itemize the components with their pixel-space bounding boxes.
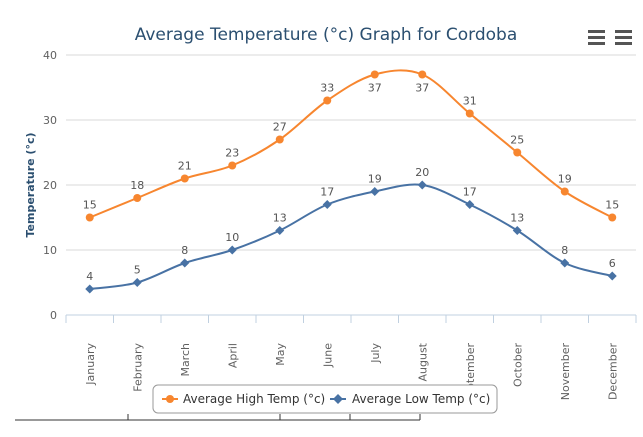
data-point[interactable] bbox=[465, 109, 474, 118]
grid-lines bbox=[66, 54, 636, 251]
data-label: 10 bbox=[225, 231, 239, 244]
data-label: 8 bbox=[181, 244, 188, 257]
x-tick-label: July bbox=[369, 343, 382, 364]
data-point[interactable] bbox=[85, 284, 95, 294]
data-point[interactable] bbox=[323, 96, 332, 105]
data-point[interactable] bbox=[370, 187, 380, 196]
data-point[interactable] bbox=[133, 194, 142, 202]
data-point[interactable] bbox=[370, 70, 379, 79]
legend-item-low[interactable]: Average Low Temp (°c) bbox=[330, 392, 490, 406]
data-point[interactable] bbox=[228, 161, 237, 170]
data-label: 25 bbox=[510, 134, 524, 147]
legend-item-high[interactable]: Average High Temp (°c) bbox=[162, 392, 325, 406]
data-point[interactable] bbox=[512, 226, 522, 235]
data-label: 13 bbox=[510, 212, 524, 225]
data-label: 37 bbox=[415, 82, 429, 95]
bottom-scale-line bbox=[15, 414, 421, 421]
data-point[interactable] bbox=[322, 200, 332, 209]
hamburger-icon[interactable] bbox=[588, 30, 605, 45]
data-label: 17 bbox=[320, 186, 334, 199]
y-axis-label: Temperature (°c) bbox=[24, 132, 37, 237]
data-point[interactable] bbox=[275, 135, 284, 144]
data-label: 6 bbox=[609, 257, 616, 270]
data-label: 18 bbox=[130, 179, 144, 192]
data-point[interactable] bbox=[85, 213, 94, 222]
data-labels: 15 18 21 23 27 33 37 37 31 25 19 15 4 5 8 10 13 17 19 20 17 1… bbox=[83, 82, 620, 284]
data-label: 13 bbox=[273, 212, 287, 225]
data-label: 19 bbox=[558, 173, 572, 186]
data-point[interactable] bbox=[465, 200, 475, 209]
data-label: 23 bbox=[225, 147, 239, 160]
data-point[interactable] bbox=[227, 245, 237, 255]
x-tick-label: April bbox=[226, 343, 239, 368]
data-point[interactable] bbox=[560, 187, 569, 196]
data-point[interactable] bbox=[607, 271, 617, 281]
y-tick-label: 0 bbox=[50, 309, 57, 322]
y-tick-label: 20 bbox=[43, 179, 57, 192]
data-label: 15 bbox=[605, 199, 619, 212]
x-tick-label: June bbox=[321, 343, 334, 368]
data-label: 5 bbox=[134, 264, 141, 277]
legend: Average High Temp (°c) Average Low Temp … bbox=[152, 384, 498, 414]
data-label: 19 bbox=[368, 173, 382, 186]
x-tick-label: August bbox=[416, 342, 429, 381]
data-label: 15 bbox=[83, 199, 97, 212]
data-label: 8 bbox=[561, 244, 568, 257]
data-label: 20 bbox=[415, 166, 429, 179]
x-tick-label: February bbox=[131, 343, 144, 392]
series-group bbox=[85, 69, 617, 294]
data-point[interactable] bbox=[180, 174, 189, 183]
legend-label-high: Average High Temp (°c) bbox=[183, 392, 325, 406]
diamond-marker-icon bbox=[333, 394, 343, 404]
x-tick-label: December bbox=[606, 343, 619, 401]
data-point[interactable] bbox=[417, 180, 427, 190]
hamburger-icon[interactable] bbox=[615, 30, 632, 45]
data-point[interactable] bbox=[180, 258, 190, 268]
data-label: 4 bbox=[86, 270, 93, 283]
data-label: 21 bbox=[178, 160, 192, 173]
data-label: 27 bbox=[273, 121, 287, 134]
data-label: 31 bbox=[463, 95, 477, 108]
data-label: 33 bbox=[320, 82, 334, 95]
data-point[interactable] bbox=[513, 148, 522, 157]
circle-marker-icon bbox=[166, 395, 174, 403]
data-point[interactable] bbox=[132, 278, 142, 287]
series-line-high bbox=[89, 69, 613, 219]
data-point[interactable] bbox=[275, 226, 285, 235]
x-tick-label: March bbox=[179, 343, 192, 377]
menu-button[interactable] bbox=[588, 30, 632, 45]
y-tick-label: 40 bbox=[43, 49, 57, 62]
x-tick-label: May bbox=[274, 343, 287, 366]
chart-title: Average Temperature (°c) Graph for Cordo… bbox=[135, 25, 518, 45]
data-label: 37 bbox=[368, 82, 382, 95]
y-axis-ticks: 0 10 20 30 40 bbox=[43, 49, 57, 322]
legend-label-low: Average Low Temp (°c) bbox=[352, 392, 490, 406]
x-tick-label: October bbox=[511, 343, 524, 387]
data-point[interactable] bbox=[418, 70, 427, 79]
data-label: 17 bbox=[463, 186, 477, 199]
data-point[interactable] bbox=[608, 213, 617, 222]
x-tick-label: January bbox=[84, 343, 97, 386]
x-tick-label: November bbox=[559, 343, 572, 401]
y-tick-label: 30 bbox=[43, 114, 57, 127]
y-tick-label: 10 bbox=[43, 244, 57, 257]
x-axis: January February March April May June July Augu… bbox=[65, 314, 637, 404]
data-point[interactable] bbox=[560, 258, 570, 268]
series-line-low bbox=[89, 183, 613, 290]
